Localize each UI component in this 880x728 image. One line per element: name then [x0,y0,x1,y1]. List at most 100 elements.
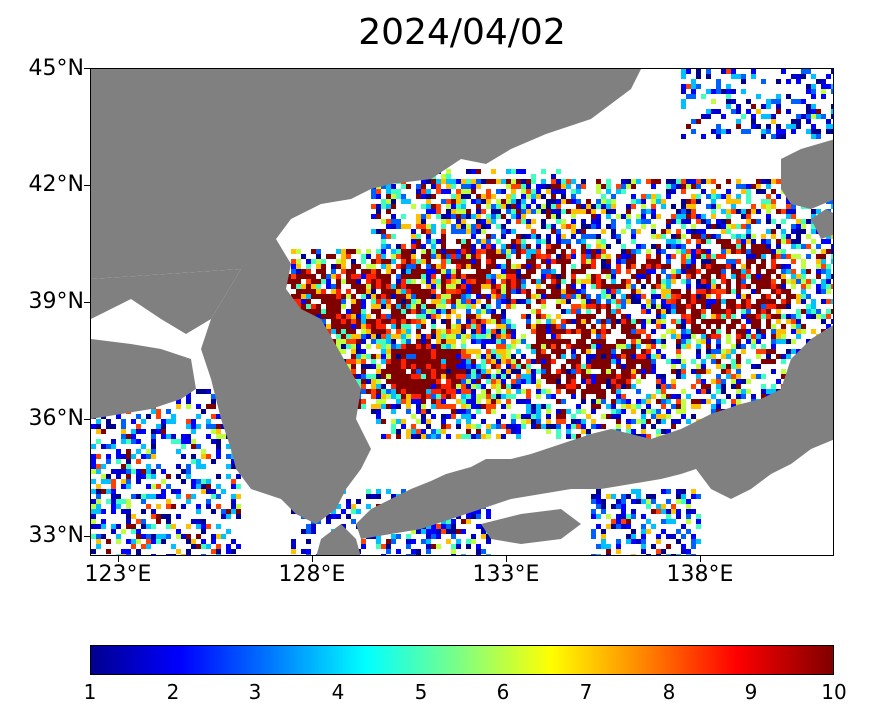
data-pixel [386,344,391,349]
data-pixel [791,314,796,319]
data-pixel [466,429,471,434]
data-pixel [656,554,661,555]
data-pixel [511,354,516,359]
data-pixel [636,404,641,409]
data-pixel [446,334,451,339]
data-pixel [116,474,121,479]
data-pixel [186,394,191,399]
data-pixel [706,259,711,264]
data-pixel [541,294,546,299]
data-pixel [521,179,526,184]
data-pixel [476,404,481,409]
data-pixel [131,434,136,439]
data-pixel [771,279,776,284]
data-pixel [796,299,801,304]
data-pixel [701,309,706,314]
data-pixel [481,339,486,344]
data-pixel [441,329,446,334]
data-pixel [721,269,726,274]
data-pixel [376,374,381,379]
data-pixel [486,369,491,374]
data-pixel [326,284,331,289]
data-pixel [516,264,521,269]
data-pixel [726,394,731,399]
data-pixel [681,74,686,79]
data-pixel [96,469,101,474]
data-pixel [156,519,161,524]
data-pixel [771,329,776,334]
data-pixel [416,299,421,304]
data-pixel [381,404,386,409]
data-pixel [686,204,691,209]
data-pixel [476,369,481,374]
data-pixel [781,219,786,224]
data-pixel [461,224,466,229]
data-pixel [451,339,456,344]
data-pixel [756,184,761,189]
data-pixel [186,469,191,474]
data-pixel [101,444,106,449]
data-pixel [651,414,656,419]
data-pixel-high [336,304,341,309]
data-pixel [96,494,101,499]
data-pixel [666,289,671,294]
data-pixel [601,424,606,429]
data-pixel [546,414,551,419]
data-pixel [606,404,611,409]
data-pixel [831,309,833,314]
data-pixel [506,384,511,389]
data-pixel [361,364,366,369]
data-pixel [311,274,316,279]
data-pixel [751,374,756,379]
data-pixel [226,549,231,554]
data-pixel [446,414,451,419]
data-pixel [586,234,591,239]
data-pixel [171,524,176,529]
data-pixel [831,109,833,114]
data-pixel [526,394,531,399]
data-pixel [396,434,401,439]
data-pixel [781,284,786,289]
data-pixel [456,409,461,414]
data-pixel [471,314,476,319]
data-pixel [236,504,241,509]
data-pixel [446,294,451,299]
data-pixel [191,439,196,444]
data-pixel [581,364,586,369]
data-pixel [741,294,746,299]
data-pixel [391,424,396,429]
data-pixel [801,269,806,274]
data-pixel [191,544,196,549]
data-pixel [406,434,411,439]
data-pixel [431,544,436,549]
data-pixel [641,309,646,314]
data-pixel [476,354,481,359]
data-pixel [766,359,771,364]
data-pixel [431,314,436,319]
data-pixel [601,294,606,299]
data-pixel [381,299,386,304]
data-pixel [461,414,466,419]
data-pixel [771,114,776,119]
data-pixel [556,389,561,394]
data-pixel [696,294,701,299]
data-pixel [831,244,833,249]
data-pixel [606,199,611,204]
data-pixel [616,524,621,529]
data-pixel [691,214,696,219]
data-pixel [506,184,511,189]
data-pixel [491,399,496,404]
data-pixel-high [336,289,341,294]
data-pixel-high [301,269,306,274]
data-pixel [401,309,406,314]
data-pixel [496,379,501,384]
data-pixel [661,394,666,399]
data-pixel [416,429,421,434]
data-pixel [536,384,541,389]
data-pixel [651,369,656,374]
data-pixel [591,284,596,289]
data-pixel [476,429,481,434]
data-pixel [496,329,501,334]
data-pixel [486,374,491,379]
data-pixel [716,184,721,189]
